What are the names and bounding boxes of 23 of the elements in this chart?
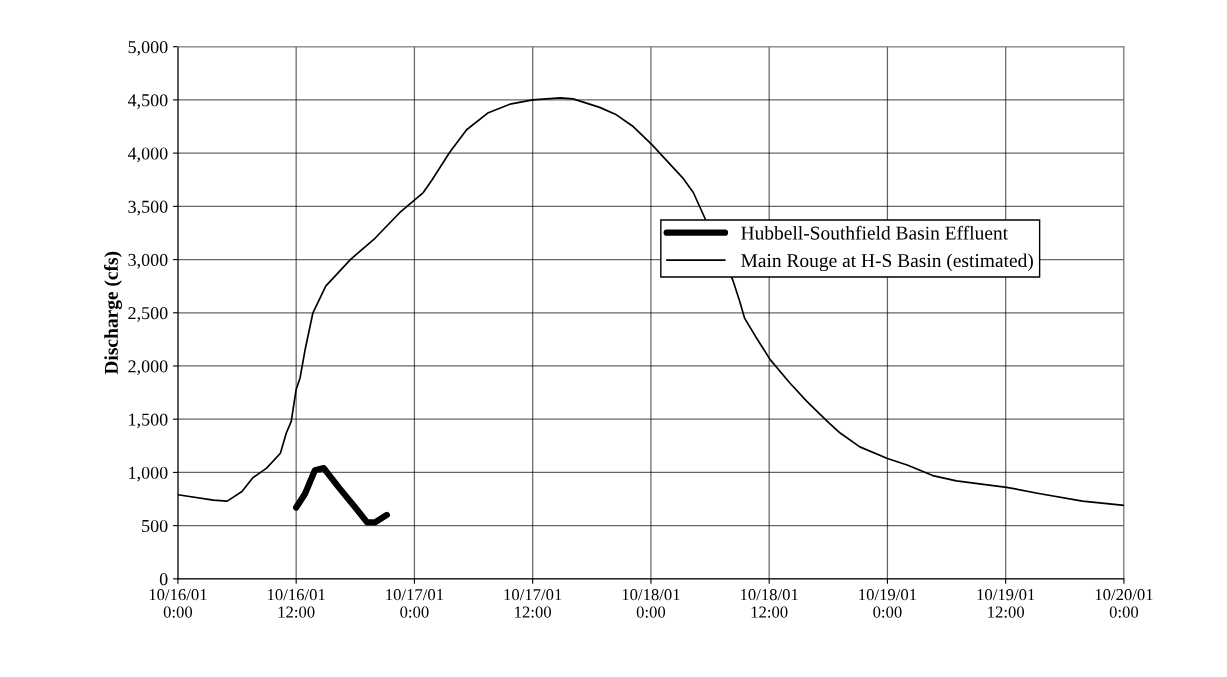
y-tick-label: 0: [159, 573, 168, 586]
y-tick-label: 1,000: [129, 466, 168, 482]
x-tick-label: 10/16/01 12:00: [268, 589, 325, 618]
x-tick-label: 10/17/01 12:00: [504, 589, 562, 618]
y-tick-label: 2,000: [128, 360, 168, 376]
y-tick-label: 2,500: [128, 307, 168, 322]
legend-label: Hubbell-Southfield Basin Effluent: [741, 225, 1008, 240]
y-tick-label: 500: [142, 519, 168, 533]
x-tick-label: 10/19/01 12:00: [977, 589, 1035, 618]
y-tick-label: 3,500: [128, 200, 168, 216]
x-tick-label: 10/16/01 0:00: [149, 589, 207, 618]
y-axis-title: Discharge (cfs): [104, 251, 123, 375]
y-tick-label: 4,500: [127, 94, 168, 109]
legend-label: Main Rouge at H-S Basin (estimated): [741, 253, 1033, 272]
y-tick-label: 3,000: [128, 253, 168, 269]
x-tick-label: 10/18/01 0:00: [622, 589, 680, 618]
x-tick-label: 10/18/01 12:00: [741, 589, 798, 618]
y-tick-label: 5,000: [128, 40, 168, 56]
x-tick-label: 10/20/01 0:00: [1095, 589, 1153, 618]
x-tick-label: 10/19/01 0:00: [859, 589, 917, 618]
x-tick-label: 10/17/01 0:00: [386, 589, 444, 618]
y-tick-label: 1,500: [129, 413, 168, 429]
y-tick-label: 4,000: [127, 147, 168, 163]
